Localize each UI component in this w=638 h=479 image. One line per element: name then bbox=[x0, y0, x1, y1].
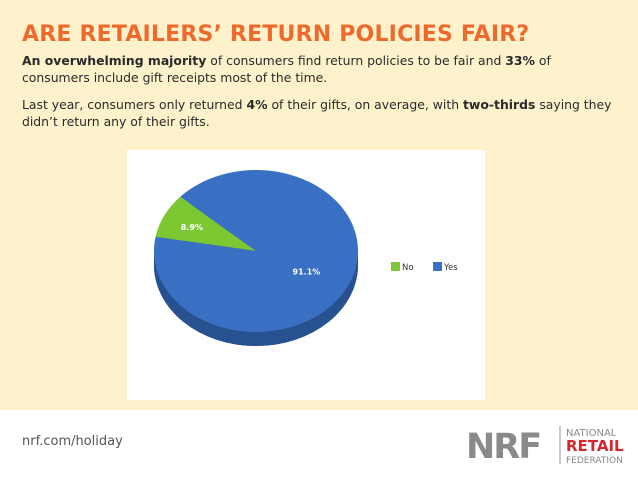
text-run: saying they didn’t return any of their g… bbox=[22, 97, 612, 129]
paragraph: Last year, consumers only returned 4% of… bbox=[22, 96, 617, 130]
legend-swatch bbox=[391, 262, 400, 271]
logo: NRF NATIONAL RETAIL FEDERATION bbox=[466, 426, 624, 467]
logo-text: NATIONAL bbox=[566, 428, 617, 439]
text-run: Last year, consumers only returned bbox=[22, 97, 247, 112]
slide-title: ARE RETAILERS’ RETURN POLICIES FAIR? bbox=[22, 22, 530, 47]
footer bbox=[0, 410, 638, 479]
text-run: 4% bbox=[246, 97, 268, 112]
legend-label: Yes bbox=[443, 263, 458, 273]
paragraph: An overwhelming majority of consumers fi… bbox=[22, 52, 617, 86]
text-run: of their gifts, on average, with bbox=[267, 97, 463, 112]
pie-slice bbox=[155, 196, 256, 251]
legend-swatch bbox=[433, 262, 442, 271]
text-run: 33% bbox=[505, 53, 535, 68]
text-run: two-thirds bbox=[463, 97, 536, 112]
logo-text: RETAIL bbox=[566, 437, 624, 455]
legend-label: No bbox=[402, 263, 414, 273]
chart: 8.9% 91.1% No Yes bbox=[153, 170, 458, 346]
text-run: An overwhelming majority bbox=[22, 53, 207, 68]
logo-text: FEDERATION bbox=[566, 456, 623, 466]
data-label: 8.9% bbox=[181, 223, 203, 232]
text-run: of consumers find return policies to be … bbox=[206, 53, 506, 68]
text-run: of consumers include gift receipts most … bbox=[22, 53, 551, 85]
data-label: 91.1% bbox=[293, 268, 321, 277]
logo-mark: NRF bbox=[466, 427, 540, 467]
chart-area: 8.9% 91.1% No Yes bbox=[127, 150, 485, 400]
footer-url: nrf.com/holiday bbox=[22, 434, 123, 449]
pie-slice bbox=[153, 170, 358, 332]
